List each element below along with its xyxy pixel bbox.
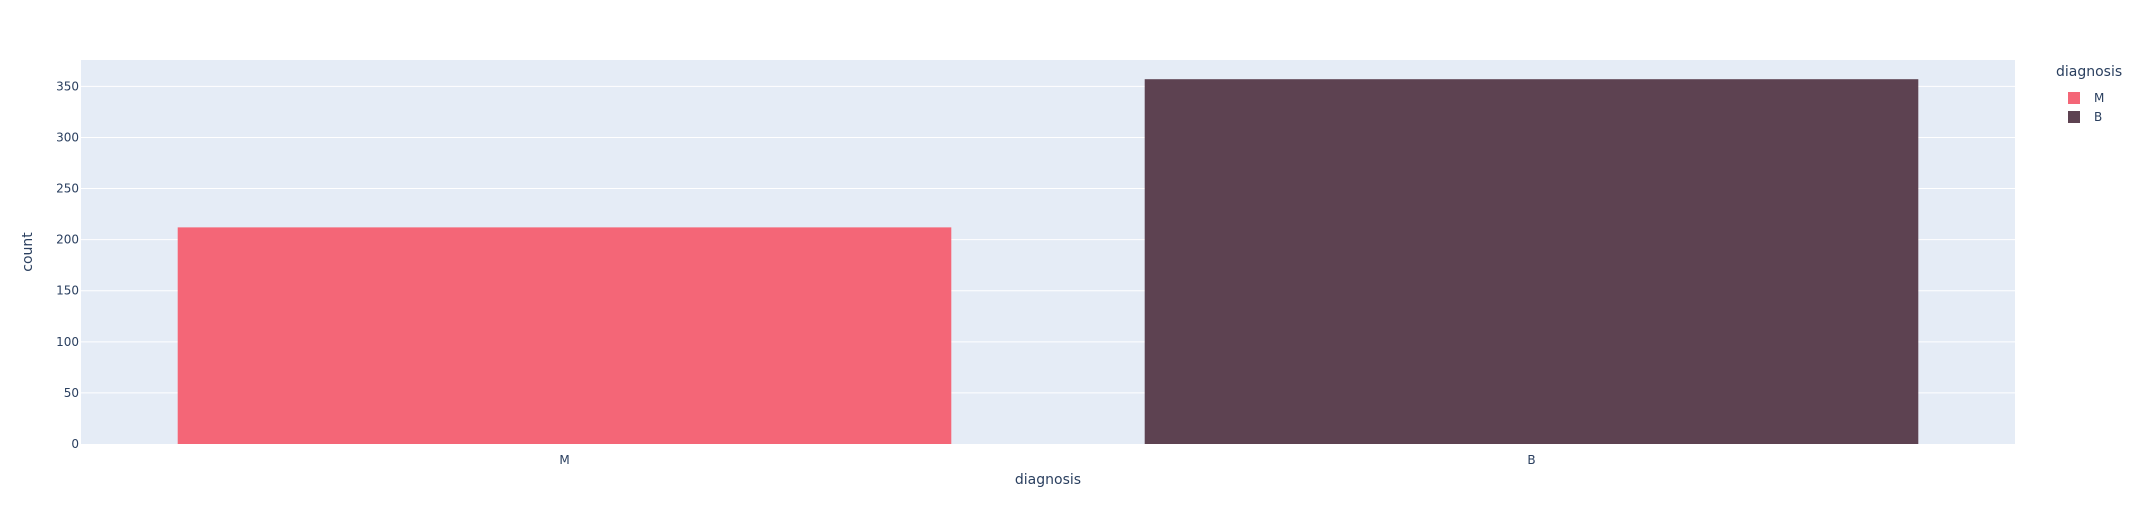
legend-title: diagnosis [2056, 64, 2123, 80]
legend-item-b[interactable]: B [2056, 107, 2122, 126]
legend-swatch-m [2068, 91, 2080, 104]
y-tick-label: 300 [56, 130, 79, 144]
y-tick-label: 200 [56, 233, 79, 247]
bars [177, 79, 1919, 445]
legend-label-b: B [2094, 109, 2103, 124]
x-tick-label: M [559, 453, 569, 467]
y-tick-label: 0 [71, 437, 79, 451]
y-tick-label: 50 [64, 386, 79, 400]
x-axis-title: diagnosis [1015, 472, 1081, 488]
legend-label-m: M [2094, 90, 2105, 105]
y-tick-label: 150 [56, 284, 79, 298]
y-tick-label: 100 [56, 335, 79, 349]
x-tick-label: B [1527, 453, 1535, 467]
bar-m[interactable] [177, 227, 952, 444]
bar-b[interactable] [1144, 79, 1919, 445]
legend-item-m[interactable]: M [2056, 88, 2122, 107]
legend-swatch-b [2068, 110, 2080, 123]
y-tick-label: 250 [56, 182, 79, 196]
legend: diagnosis M B [2056, 64, 2122, 126]
y-axis-title: count [20, 232, 36, 272]
y-tick-label: 350 [56, 79, 79, 93]
y-axis-ticks: 0 50 100 150 200 250 300 350 [56, 79, 79, 451]
